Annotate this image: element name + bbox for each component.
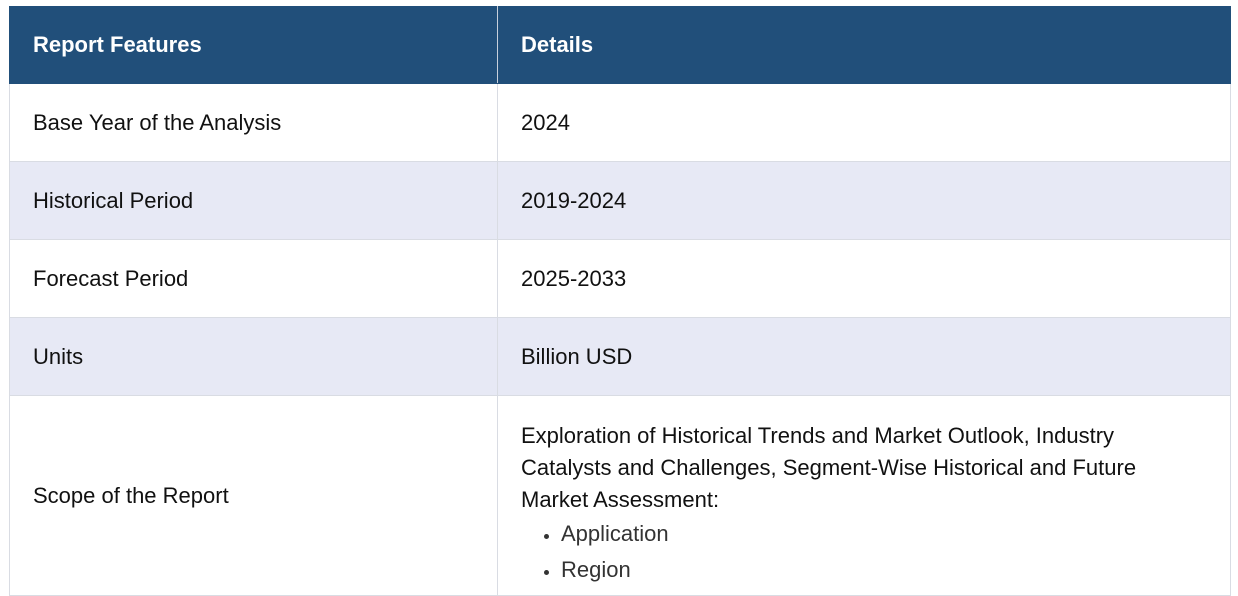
feature-cell: Units [9, 317, 498, 396]
header-report-features: Report Features [9, 6, 498, 84]
table-row: Forecast Period 2025-2033 [9, 239, 1231, 318]
scope-list-item: Region [561, 552, 1170, 588]
scope-list: Application Region [521, 516, 1170, 588]
table-header-row: Report Features Details [9, 6, 1231, 84]
detail-cell: 2019-2024 [497, 161, 1231, 240]
scope-description: Exploration of Historical Trends and Mar… [521, 423, 1137, 512]
feature-cell: Forecast Period [9, 239, 498, 318]
table-row: Historical Period 2019-2024 [9, 161, 1231, 240]
scope-detail-cell: Exploration of Historical Trends and Mar… [497, 395, 1231, 596]
scope-list-item: Application [561, 516, 1170, 552]
table-row: Units Billion USD [9, 317, 1231, 396]
feature-cell: Historical Period [9, 161, 498, 240]
header-details: Details [497, 6, 1231, 84]
detail-cell: 2024 [497, 83, 1231, 162]
detail-cell: Billion USD [497, 317, 1231, 396]
feature-cell: Base Year of the Analysis [9, 83, 498, 162]
report-features-table: Report Features Details Base Year of the… [9, 6, 1231, 596]
scope-feature-cell: Scope of the Report [9, 395, 498, 596]
detail-cell: 2025-2033 [497, 239, 1231, 318]
table-row: Base Year of the Analysis 2024 [9, 83, 1231, 162]
scope-row: Scope of the Report Exploration of Histo… [9, 395, 1231, 596]
